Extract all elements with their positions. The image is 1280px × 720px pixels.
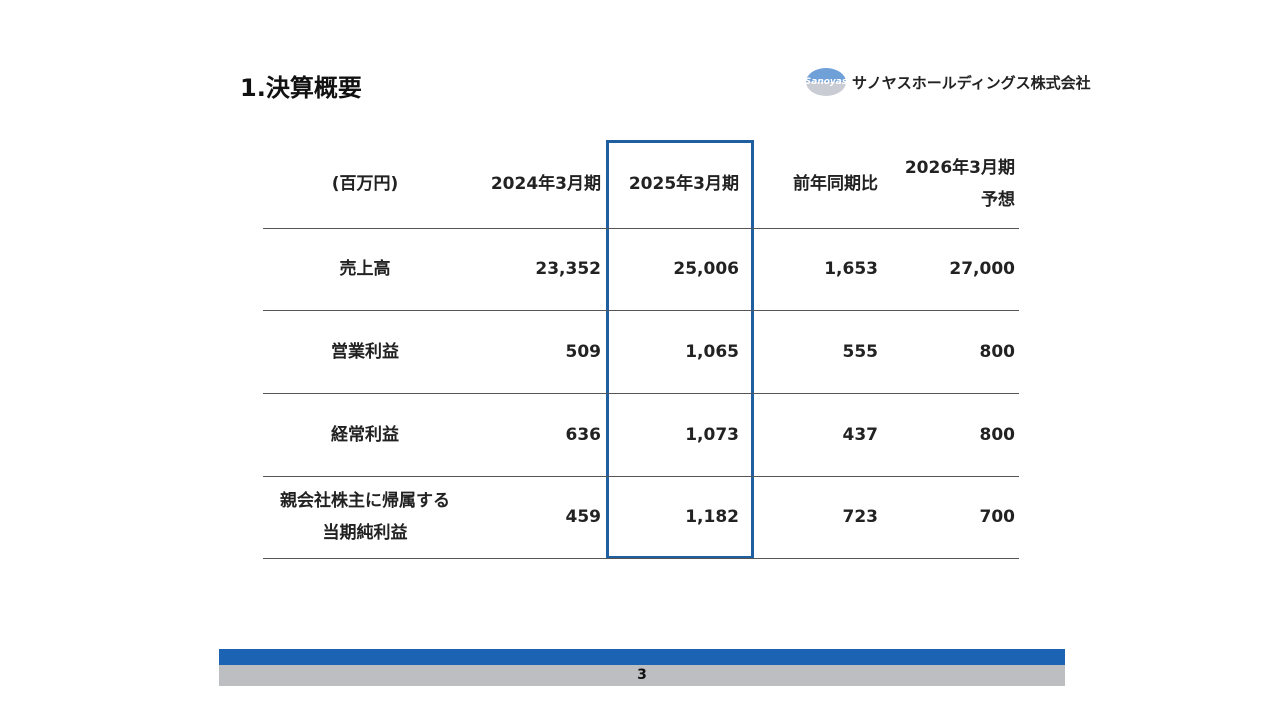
table-cell: 700 xyxy=(979,507,1016,527)
column-header: 2026年3月期予想 xyxy=(878,140,1015,228)
row-rule xyxy=(263,393,1019,394)
highlight-box xyxy=(606,140,754,559)
table-cell: 1,065 xyxy=(685,341,739,362)
row-label: 親会社株主に帰属する 当期純利益 xyxy=(263,476,467,558)
cell-line: (百万円) xyxy=(331,174,399,194)
footer-bar xyxy=(219,649,1065,665)
footer-bar xyxy=(219,665,1065,686)
table-cell: 509 xyxy=(565,341,602,362)
table-cell: 1,653 xyxy=(824,259,878,279)
row-rule xyxy=(263,310,1019,311)
row-rule xyxy=(263,558,1019,559)
cell-line: 2025年3月期 xyxy=(628,174,739,194)
table-cell: 723 xyxy=(842,507,879,527)
column-header: 2024年3月期 xyxy=(467,140,601,228)
table-cell: 555 xyxy=(842,341,879,362)
table-cell: 800 xyxy=(979,424,1016,445)
table-cell: 800 xyxy=(979,341,1016,362)
table-cell: 1,073 xyxy=(685,424,739,445)
column-header: (百万円) xyxy=(263,140,467,228)
table-cell: 23,352 xyxy=(535,259,601,279)
cell-line: 売上高 xyxy=(339,259,391,279)
page-number: 3 xyxy=(637,667,647,683)
row-label: 経常利益 xyxy=(263,393,467,476)
table-cell: 25,006 xyxy=(673,259,739,279)
row-label: 営業利益 xyxy=(263,310,467,393)
table-cell: 1,182 xyxy=(685,507,739,527)
table-cell: 636 xyxy=(565,424,602,445)
cell-line: 予想 xyxy=(981,190,1015,210)
cell-line: 2026年3月期 xyxy=(904,158,1015,178)
cell-line: 営業利益 xyxy=(331,341,399,362)
slide-title: 1.決算概要 xyxy=(240,74,362,102)
logo-text: サノヤスホールディングス株式会社 xyxy=(852,74,1091,92)
cell-line: 前年同期比 xyxy=(793,174,878,194)
cell-line: 親会社株主に帰属する xyxy=(280,491,450,511)
cell-line: 当期純利益 xyxy=(322,523,408,543)
row-label: 売上高 xyxy=(263,228,467,310)
table-cell: 27,000 xyxy=(949,259,1015,279)
logo-mark: Sanoyas xyxy=(805,68,847,96)
row-rule xyxy=(263,476,1019,477)
cell-line: 2024年3月期 xyxy=(490,174,601,194)
table-cell: 459 xyxy=(565,507,602,527)
column-header: 前年同期比 xyxy=(753,140,878,228)
table-cell: 437 xyxy=(842,424,879,445)
row-rule xyxy=(263,228,1019,229)
cell-line: 経常利益 xyxy=(331,424,399,445)
column-header: 2025年3月期 xyxy=(607,140,739,228)
